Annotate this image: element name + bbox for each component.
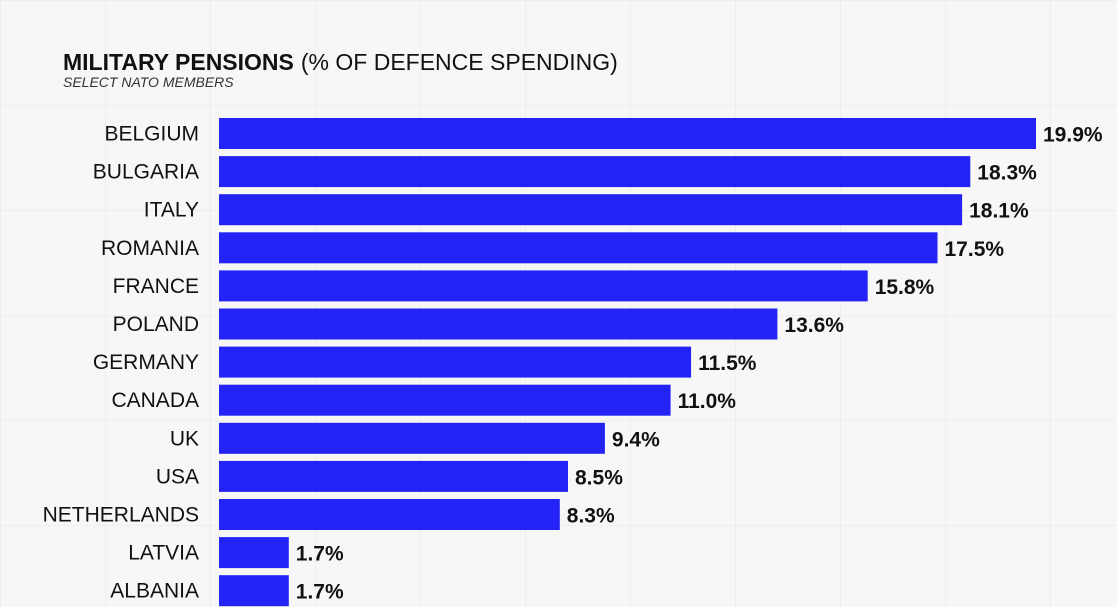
bar-belgium [219,118,1036,149]
bar-uk [219,422,605,454]
bar-canada [219,384,671,416]
bar-bulgaria [219,156,971,188]
value-label-romania: 17.5% [945,238,1005,261]
bar-italy [219,194,963,226]
bars-group: BELGIUM 19.9% BULGARIA 18.3% ITALY 18.1% ROMAN… [43,118,1103,607]
chart-title-suffix: (% OF DEFENCE SPENDING) [301,49,618,75]
value-label-albania: 1.7% [296,581,344,604]
category-label-canada: CANADA [111,389,199,412]
bar-usa [219,460,568,492]
value-label-poland: 13.6% [784,314,844,337]
value-label-france: 15.8% [875,276,935,299]
category-label-latvia: LATVIA [128,542,199,565]
bar-latvia [219,537,289,569]
value-label-belgium: 19.9% [1043,124,1103,147]
bar-germany [219,346,692,378]
bar-netherlands [219,499,560,530]
category-label-uk: UK [170,427,199,450]
value-label-uk: 9.4% [612,428,660,451]
category-label-albania: ALBANIA [110,580,199,603]
bar-albania [219,575,289,607]
bar-romania [219,232,938,264]
value-label-canada: 11.0% [678,390,737,413]
category-label-poland: POLAND [113,313,199,336]
value-label-latvia: 1.7% [296,543,344,566]
value-label-usa: 8.5% [575,466,623,489]
category-label-netherlands: NETHERLANDS [43,504,199,527]
category-label-romania: ROMANIA [101,237,199,260]
category-label-usa: USA [156,465,199,488]
chart-subtitle: SELECT NATO MEMBERS [63,74,234,90]
category-label-italy: ITALY [144,199,199,222]
category-label-france: FRANCE [113,275,199,298]
category-label-germany: GERMANY [93,351,199,374]
chart-title: MILITARY PENSIONS [63,49,294,75]
value-label-netherlands: 8.3% [567,505,615,528]
bar-france [219,270,868,302]
value-label-germany: 11.5% [698,352,757,375]
value-label-bulgaria: 18.3% [977,162,1037,185]
category-label-belgium: BELGIUM [104,123,199,146]
chart-title-line: MILITARY PENSIONS (% OF DEFENCE SPENDING) [63,49,618,75]
bar-poland [219,308,778,340]
value-label-italy: 18.1% [969,200,1029,223]
category-label-bulgaria: BULGARIA [93,161,199,184]
